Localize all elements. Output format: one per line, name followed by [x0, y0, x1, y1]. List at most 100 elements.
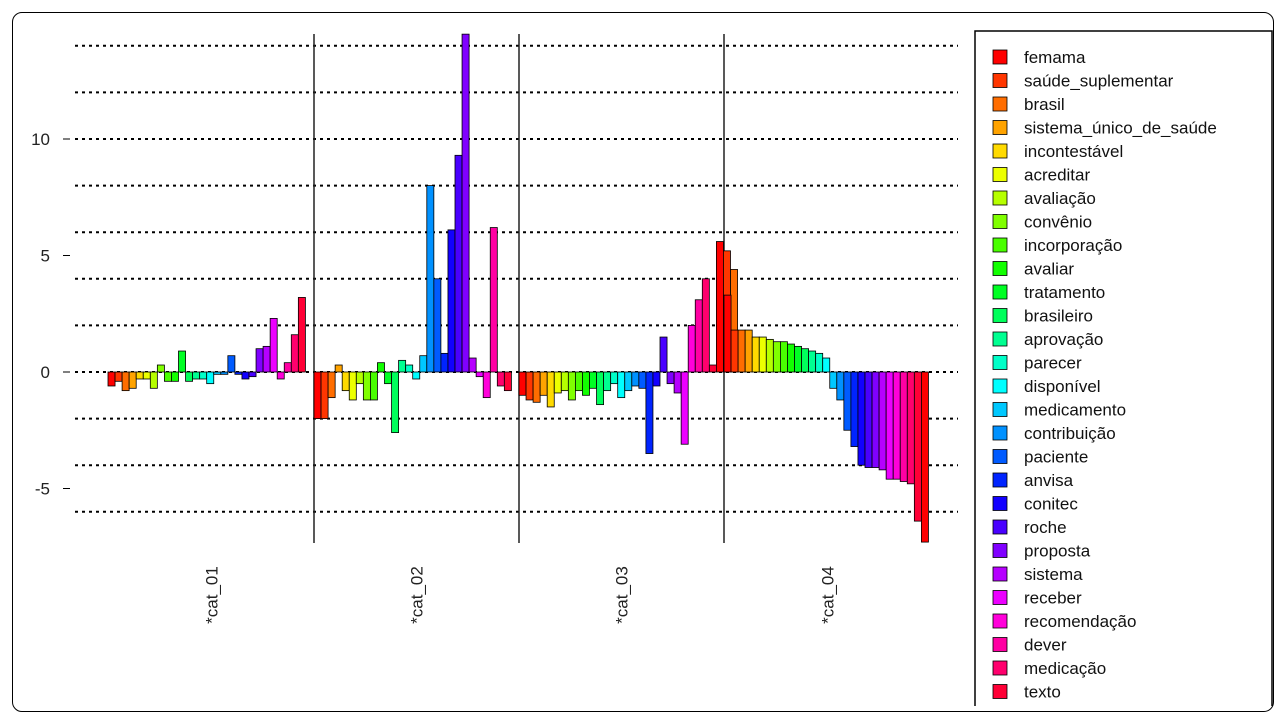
- group-separators: [313, 34, 725, 543]
- legend-swatch: [992, 331, 1008, 347]
- legend-swatch: [992, 237, 1008, 253]
- legend-label: tratamento: [1024, 283, 1105, 302]
- bar: [255, 348, 264, 373]
- bar: [659, 336, 668, 373]
- legend-swatch: [992, 519, 1008, 535]
- bar: [369, 371, 378, 401]
- bar: [582, 371, 590, 396]
- bar: [673, 371, 682, 394]
- bar: [114, 371, 123, 382]
- grid-layer: [75, 44, 958, 513]
- bar: [765, 338, 774, 373]
- bar: [447, 229, 456, 373]
- bar: [624, 371, 633, 392]
- bar: [398, 359, 407, 373]
- y-tick-label: 10: [31, 130, 50, 149]
- bar: [610, 371, 619, 385]
- legend-swatch: [992, 660, 1008, 676]
- bar: [241, 371, 250, 380]
- legend-label: incontestável: [1024, 142, 1123, 161]
- legend-label: brasil: [1024, 95, 1065, 114]
- bar: [892, 371, 901, 480]
- legend-swatch: [992, 308, 1008, 323]
- y-tick-label: 5: [41, 247, 50, 266]
- legend-label: roche: [1024, 518, 1067, 537]
- legend-swatch: [992, 613, 1008, 629]
- bar: [772, 341, 781, 373]
- bar: [192, 371, 201, 380]
- bar: [461, 33, 470, 373]
- bar: [666, 371, 675, 385]
- bar: [532, 371, 541, 403]
- category-labels: *cat_01 *cat_02 *cat_03 *cat_04: [202, 566, 837, 624]
- legend-swatch: [992, 472, 1008, 488]
- bar: [405, 364, 414, 373]
- bar: [575, 371, 583, 392]
- bar: [121, 371, 130, 392]
- legend-label: avaliação: [1024, 189, 1096, 208]
- bar: [694, 299, 703, 373]
- legend-swatch: [992, 684, 1008, 699]
- legend-swatch: [992, 284, 1008, 300]
- legend-label: femama: [1024, 48, 1086, 67]
- legend-label: convênio: [1024, 213, 1092, 232]
- legend-swatch: [992, 355, 1008, 370]
- bar: [475, 371, 484, 378]
- bar: [553, 371, 562, 394]
- bar: [539, 371, 548, 396]
- legend-label: acreditar: [1024, 166, 1090, 185]
- legend-label: texto: [1024, 683, 1061, 702]
- bar: [334, 364, 343, 373]
- bar: [708, 364, 717, 373]
- bar: [730, 329, 739, 373]
- bar: [220, 371, 229, 375]
- bar: [843, 371, 852, 431]
- bar: [787, 343, 795, 373]
- bar: [348, 371, 357, 401]
- bar: [355, 371, 364, 385]
- legend-swatch: [992, 261, 1008, 276]
- legend-swatch: [992, 425, 1008, 441]
- bar: [262, 345, 271, 373]
- bar: [489, 227, 498, 373]
- y-tick-label: 0: [41, 363, 50, 382]
- legend-label: aprovação: [1024, 330, 1103, 349]
- legend-label: sistema_único_de_saúde: [1024, 119, 1217, 138]
- bar: [871, 371, 880, 468]
- bar: [142, 371, 151, 380]
- legend-label: medicação: [1024, 659, 1106, 678]
- bar: [163, 371, 172, 382]
- legend-swatch: [992, 402, 1008, 417]
- bar: [185, 371, 194, 382]
- bar: [737, 329, 746, 373]
- bar: [468, 357, 477, 373]
- legend-swatch: [992, 96, 1008, 112]
- bar: [829, 371, 838, 389]
- bar: [290, 334, 299, 373]
- legend-label: anvisa: [1024, 471, 1074, 490]
- bar: [631, 371, 640, 387]
- bar: [377, 362, 385, 373]
- bar: [617, 371, 626, 399]
- bar: [362, 371, 371, 401]
- bar: [269, 318, 278, 373]
- legend-swatch: [992, 543, 1008, 558]
- legend-swatch: [992, 214, 1008, 229]
- bar: [716, 241, 724, 373]
- bar: [419, 355, 428, 373]
- bar: [913, 371, 922, 522]
- legend-label: recomendação: [1024, 612, 1136, 631]
- bar: [857, 371, 866, 466]
- bar: [213, 371, 222, 375]
- bar: [156, 364, 165, 373]
- legend-swatch: [992, 496, 1008, 511]
- bar: [391, 371, 399, 433]
- bar: [518, 371, 527, 396]
- bar: [199, 371, 208, 380]
- bar: [921, 371, 929, 543]
- bar: [546, 371, 555, 408]
- bar: [815, 352, 824, 373]
- bar: [482, 371, 491, 399]
- bar: [723, 294, 732, 373]
